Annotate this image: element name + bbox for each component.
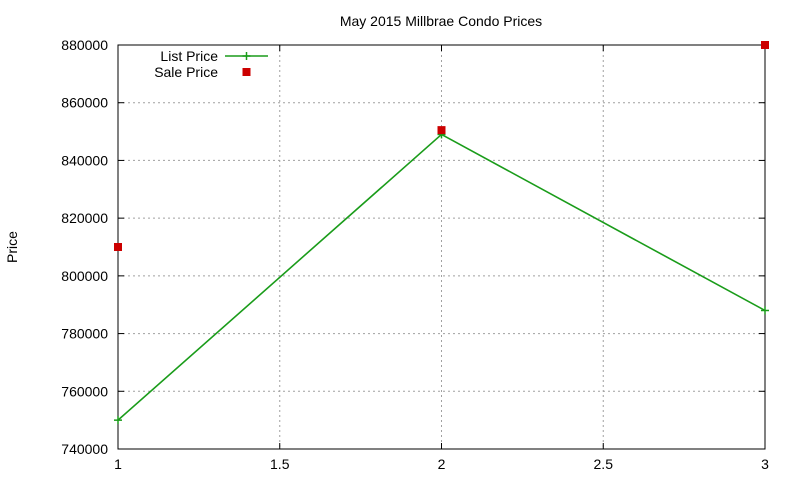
series-line	[117, 133, 766, 421]
y-tick-label: 820000	[61, 210, 108, 226]
y-tick-label: 780000	[61, 326, 108, 342]
x-tick-label: 1.5	[270, 456, 290, 472]
data-point	[114, 416, 122, 425]
y-tick-label: 760000	[61, 383, 108, 399]
y-axis-label: Price	[4, 231, 20, 263]
series	[114, 41, 769, 425]
x-tick-label: 3	[761, 456, 769, 472]
data-point	[761, 306, 769, 315]
legend-swatch-marker	[242, 52, 251, 60]
series-0	[114, 130, 769, 425]
legend-swatch-marker	[242, 68, 251, 76]
x-tick-label: 1	[114, 456, 122, 472]
x-tick-label: 2.5	[594, 456, 614, 472]
y-tick-label: 880000	[61, 37, 108, 53]
y-tick-label: 840000	[61, 152, 108, 168]
x-tick-label: 2	[438, 456, 446, 472]
series-1	[114, 41, 769, 251]
y-tick-label: 740000	[61, 441, 108, 457]
data-point	[114, 243, 122, 251]
legend-label: Sale Price	[154, 64, 218, 80]
legend-label: List Price	[160, 48, 218, 64]
data-point	[761, 41, 769, 49]
axes: 1 1.5 2 2.5 3 740000 760000 780000 800000 820000 8…	[61, 37, 769, 472]
grid	[118, 45, 765, 449]
chart-title: May 2015 Millbrae Condo Prices	[340, 13, 542, 29]
y-tick-label: 800000	[61, 268, 108, 284]
y-tick-label: 860000	[61, 95, 108, 111]
data-point	[437, 126, 446, 135]
